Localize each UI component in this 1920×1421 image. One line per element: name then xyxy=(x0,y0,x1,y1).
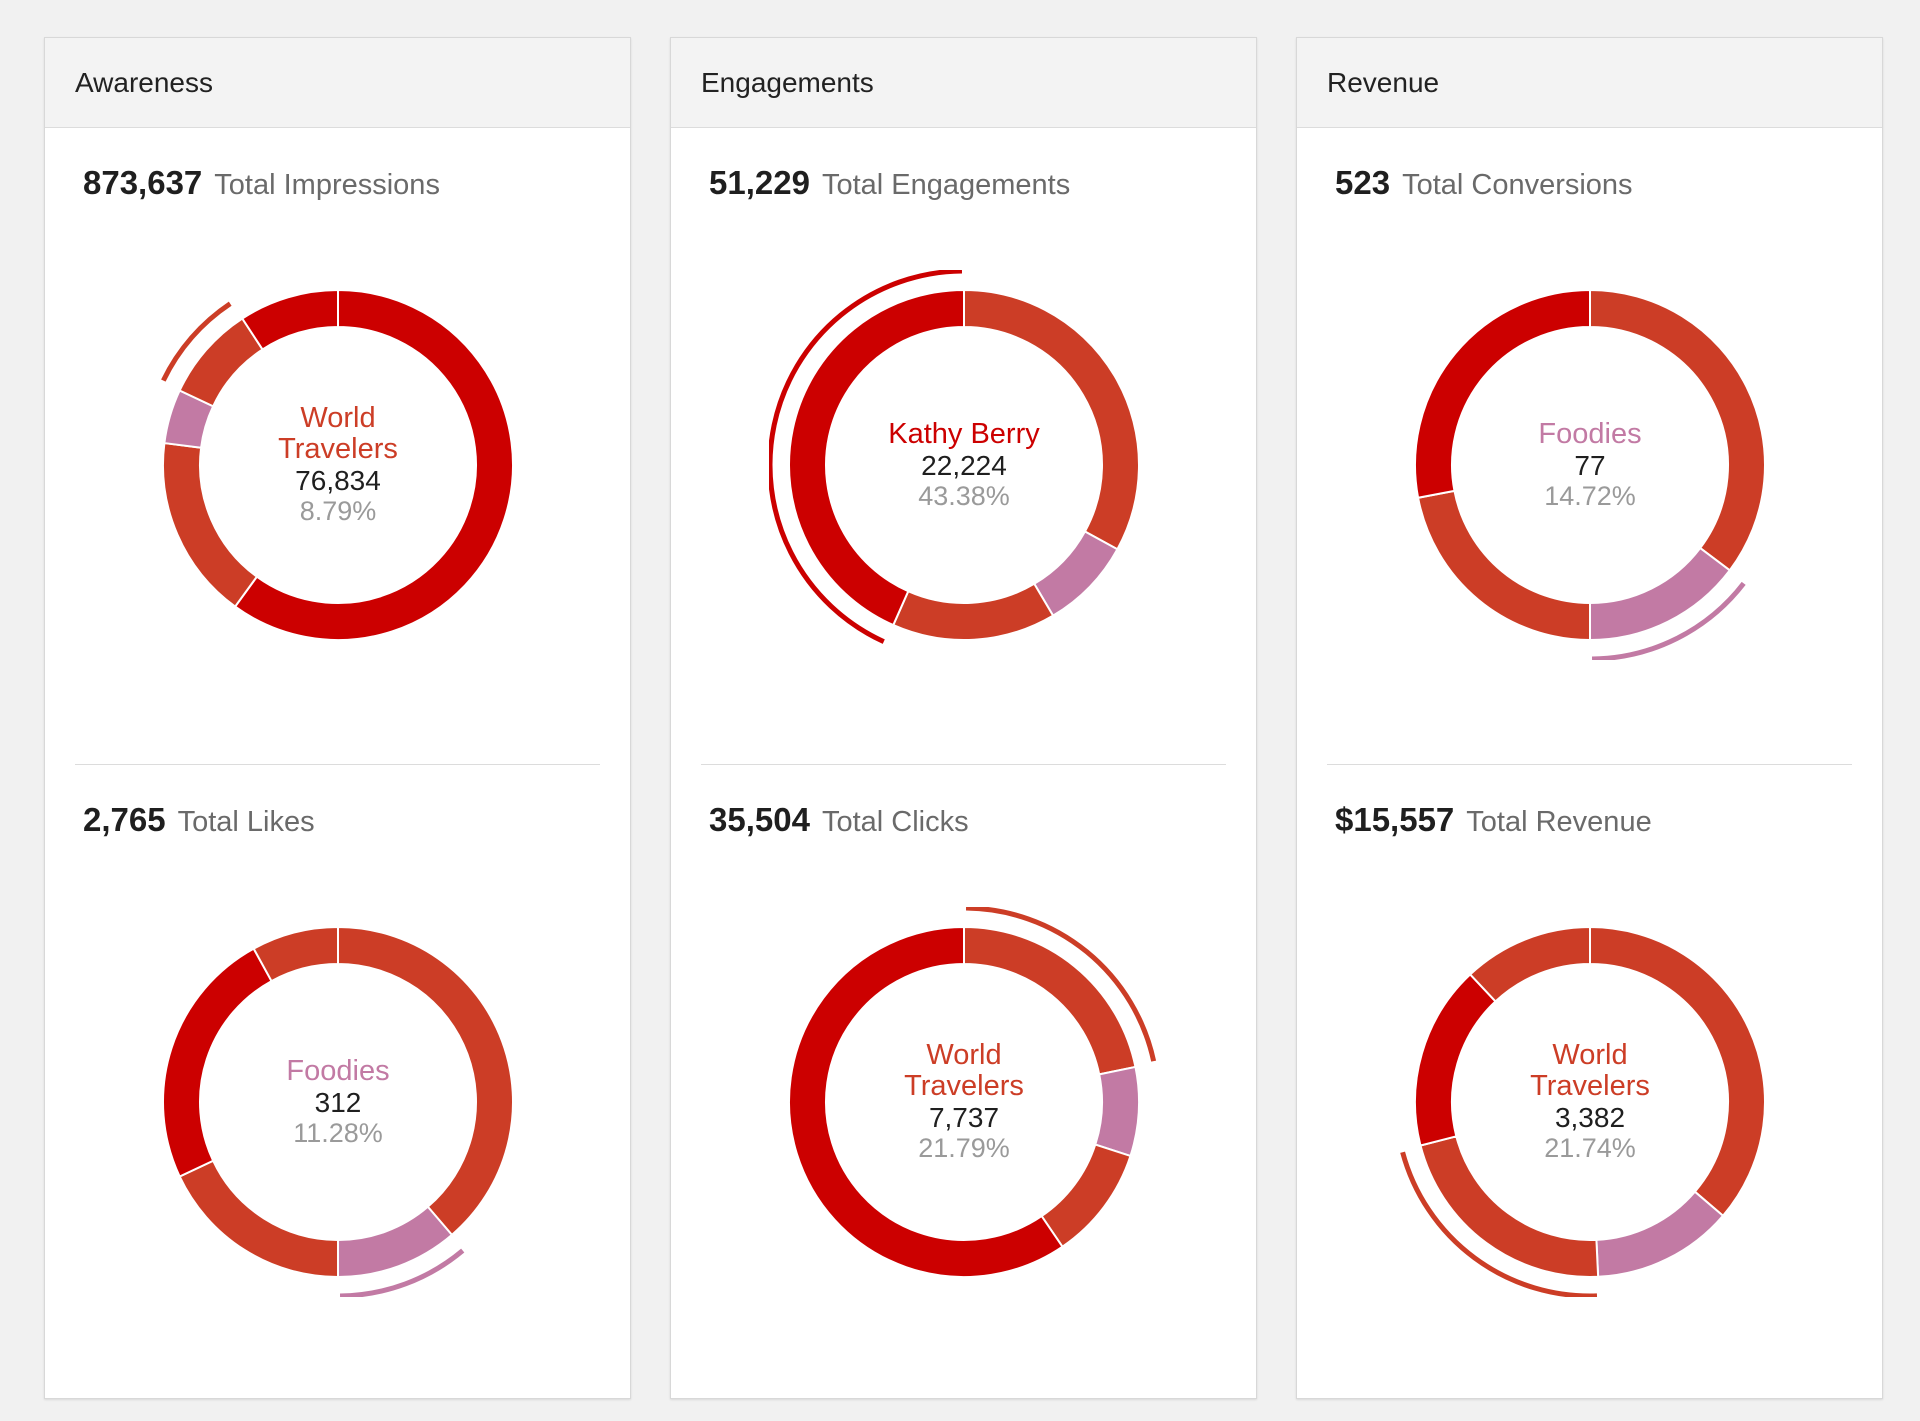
donut-chart[interactable]: World Travelers 7,737 21.79% xyxy=(769,907,1159,1297)
donut-slice[interactable] xyxy=(178,1159,339,1279)
segment-percent: 21.79% xyxy=(918,1133,1010,1163)
donut-slice[interactable] xyxy=(1416,489,1591,642)
donut-chart[interactable]: World Travelers 3,382 21.74% xyxy=(1395,907,1785,1297)
metric-value: 523 xyxy=(1335,164,1391,201)
donut-chart[interactable]: Foodies 312 11.28% xyxy=(143,907,533,1297)
metric-value: 2,765 xyxy=(83,801,166,838)
donut-slice[interactable] xyxy=(1094,1065,1140,1158)
donut-svg xyxy=(1400,925,1766,1297)
metric-value: 35,504 xyxy=(709,801,810,838)
metric-value: 873,637 xyxy=(83,164,203,201)
segment-name: World Travelers xyxy=(1530,1039,1650,1102)
donut-slice[interactable] xyxy=(252,925,339,983)
metric-label: Total Clicks xyxy=(821,806,969,838)
metric-total-likes: 2,765 Total Likes Foodies 312 11.28% xyxy=(75,764,600,1399)
segment-percent: 11.28% xyxy=(293,1117,383,1148)
card-revenue: Revenue 523 Total Conversions Foodies 77 … xyxy=(1296,37,1883,1399)
segment-name: Kathy Berry xyxy=(888,417,1040,450)
donut-center: Foodies 77 14.72% xyxy=(1490,417,1690,512)
segment-value: 22,224 xyxy=(921,449,1007,481)
card-title: Awareness xyxy=(45,38,630,128)
donut-svg xyxy=(162,925,514,1297)
segment-value: 312 xyxy=(314,1086,362,1118)
card-awareness: Awareness 873,637 Total Impressions World… xyxy=(44,37,631,1399)
metric-header: 873,637 Total Impressions xyxy=(83,164,440,202)
segment-name: Foodies xyxy=(286,1054,390,1087)
donut-chart[interactable]: Foodies 77 14.72% xyxy=(1395,270,1785,660)
segment-percent: 21.74% xyxy=(1544,1133,1636,1163)
card-title: Engagements xyxy=(671,38,1256,128)
donut-slice[interactable] xyxy=(1468,925,1591,1003)
metric-total-impressions: 873,637 Total Impressions World Travelers… xyxy=(45,128,630,764)
donut-center: World Travelers 76,834 8.79% xyxy=(238,403,438,527)
metric-header: 523 Total Conversions xyxy=(1335,164,1633,202)
metric-total-conversions: 523 Total Conversions Foodies 77 14.72% xyxy=(1297,128,1882,764)
metric-value: 51,229 xyxy=(709,164,810,201)
metric-label: Total Revenue xyxy=(1466,806,1652,838)
donut-slice-highlighted[interactable] xyxy=(337,1205,454,1279)
segment-percent: 14.72% xyxy=(1544,480,1636,511)
donut-highlight-arc xyxy=(340,1248,465,1297)
donut-slice[interactable] xyxy=(788,925,1064,1278)
donut-slice[interactable] xyxy=(1414,288,1591,499)
donut-svg xyxy=(788,907,1157,1278)
donut-center: World Travelers 3,382 21.74% xyxy=(1490,1040,1690,1164)
donut-svg xyxy=(1414,288,1766,660)
donut-highlight-arc xyxy=(1592,581,1746,660)
metric-total-engagements: 51,229 Total Engagements Kathy Berry 22,2… xyxy=(671,128,1256,764)
metric-header: $15,557 Total Revenue xyxy=(1335,801,1652,839)
donut-slice[interactable] xyxy=(1595,1190,1725,1278)
donut-slice[interactable] xyxy=(1414,973,1497,1147)
metric-label: Total Engagements xyxy=(821,169,1071,201)
metric-value: $15,557 xyxy=(1335,801,1455,838)
donut-highlight-arc xyxy=(966,907,1157,1062)
segment-percent: 43.38% xyxy=(918,480,1010,511)
donut-highlight-arc xyxy=(161,301,232,382)
donut-slice-highlighted[interactable] xyxy=(1589,546,1732,642)
donut-slice-highlighted[interactable] xyxy=(788,288,965,627)
segment-value: 76,834 xyxy=(295,465,381,496)
metric-label: Total Conversions xyxy=(1402,169,1633,201)
metric-label: Total Likes xyxy=(177,806,315,838)
donut-chart[interactable]: Kathy Berry 22,224 43.38% xyxy=(769,270,1159,660)
segment-value: 77 xyxy=(1574,449,1606,481)
segment-percent: 8.79% xyxy=(299,496,377,526)
donut-slice[interactable] xyxy=(240,288,339,351)
segment-value: 7,737 xyxy=(928,1102,1000,1133)
donut-svg xyxy=(769,270,1140,644)
donut-highlight-arc xyxy=(769,270,962,644)
donut-slice[interactable] xyxy=(233,288,514,641)
metric-header: 2,765 Total Likes xyxy=(83,801,315,839)
segment-name: World Travelers xyxy=(904,1039,1024,1102)
metric-label: Total Impressions xyxy=(214,169,440,201)
metric-header: 35,504 Total Clicks xyxy=(709,801,969,839)
metric-total-revenue: $15,557 Total Revenue World Travelers 3,3… xyxy=(1327,764,1852,1399)
metric-total-clicks: 35,504 Total Clicks World Travelers 7,737… xyxy=(701,764,1226,1399)
donut-center: Kathy Berry 22,224 43.38% xyxy=(864,417,1064,512)
card-engagements: Engagements 51,229 Total Engagements Kath… xyxy=(670,37,1257,1399)
segment-value: 3,382 xyxy=(1554,1102,1626,1133)
donut-svg xyxy=(161,288,514,641)
segment-name: Foodies xyxy=(1538,417,1642,450)
segment-name: World Travelers xyxy=(278,402,398,465)
donut-center: Foodies 312 11.28% xyxy=(238,1054,438,1149)
donut-highlight-arc xyxy=(1400,1151,1598,1297)
metric-header: 51,229 Total Engagements xyxy=(709,164,1070,202)
donut-chart[interactable]: World Travelers 76,834 8.79% xyxy=(143,270,533,660)
card-title: Revenue xyxy=(1297,38,1882,128)
donut-center: World Travelers 7,737 21.79% xyxy=(864,1040,1064,1164)
donut-slice[interactable] xyxy=(891,582,1055,641)
